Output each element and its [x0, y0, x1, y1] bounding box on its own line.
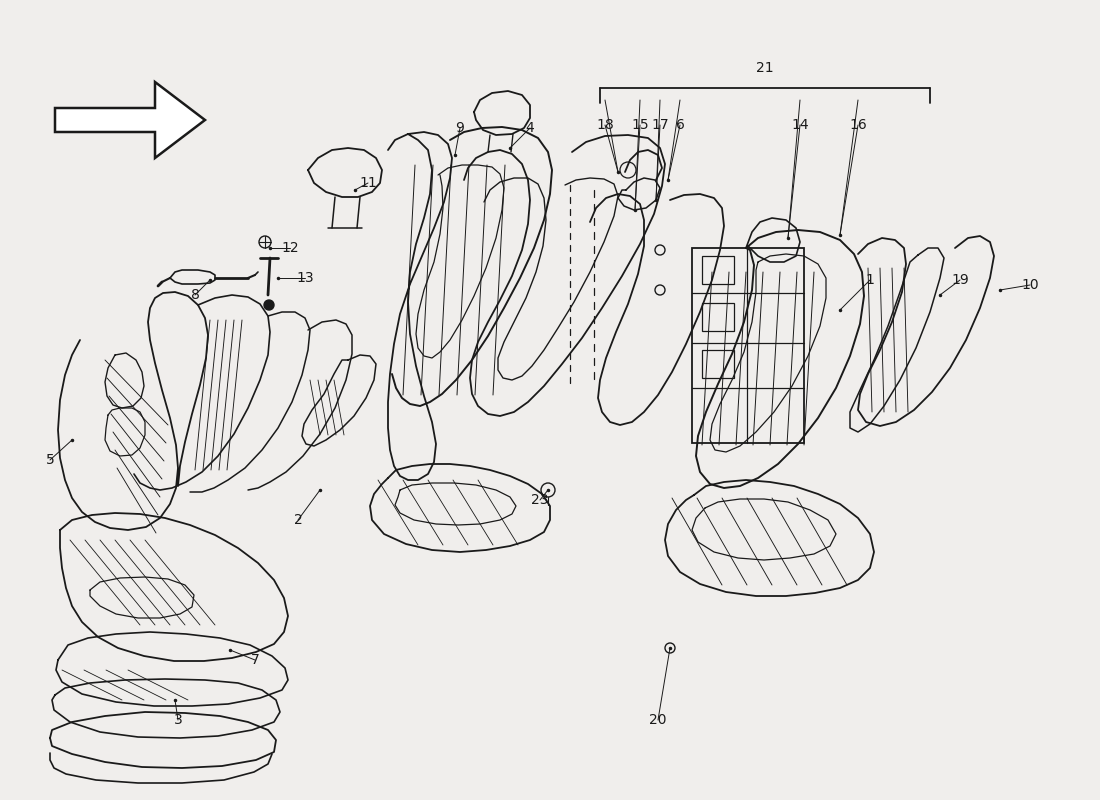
Text: 14: 14 [791, 118, 808, 132]
Text: 18: 18 [596, 118, 614, 132]
Text: 2: 2 [294, 513, 302, 527]
Text: 1: 1 [866, 273, 874, 287]
Text: 3: 3 [174, 713, 183, 727]
Text: 21: 21 [756, 61, 773, 75]
Text: 6: 6 [675, 118, 684, 132]
Text: 5: 5 [45, 453, 54, 467]
Text: 9: 9 [455, 121, 464, 135]
Bar [702, 256, 734, 284]
Text: 4: 4 [526, 121, 535, 135]
Text: 15: 15 [631, 118, 649, 132]
Text: 7: 7 [251, 653, 260, 667]
Text: 13: 13 [296, 271, 314, 285]
Text: 19: 19 [952, 273, 969, 287]
Text: 20: 20 [649, 713, 667, 727]
Bar [702, 303, 734, 331]
Text: 11: 11 [359, 176, 377, 190]
Bar [702, 350, 734, 378]
Text: 12: 12 [282, 241, 299, 255]
Text: 23: 23 [531, 493, 549, 507]
Text: 8: 8 [190, 288, 199, 302]
Bar [692, 248, 804, 443]
Polygon shape [55, 82, 205, 158]
Circle shape [264, 300, 274, 310]
Text: 16: 16 [849, 118, 867, 132]
Text: 10: 10 [1021, 278, 1038, 292]
Text: 17: 17 [651, 118, 669, 132]
